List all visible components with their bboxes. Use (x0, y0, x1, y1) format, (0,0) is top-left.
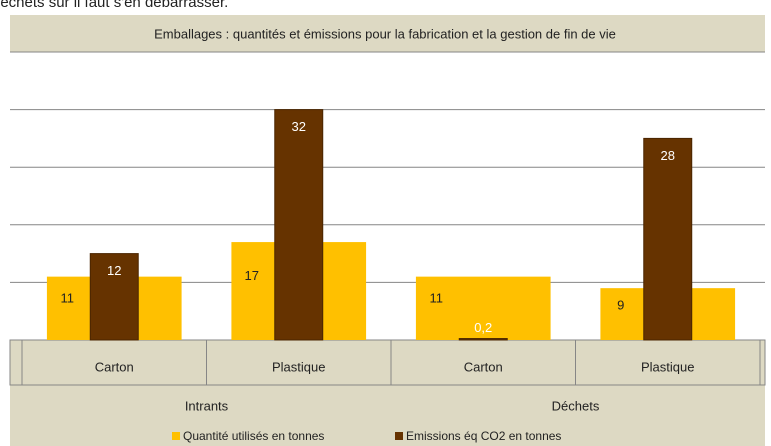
data-label: 11 (430, 290, 444, 305)
legend-label: Emissions éq CO2 en tonnes (406, 429, 561, 443)
x-tick-label: Carton (464, 359, 503, 374)
data-label: 11 (61, 290, 75, 305)
group-label: Intrants (185, 398, 229, 413)
bar (643, 137, 693, 341)
header-text: déchets sur il faut s'en débarrasser. (0, 0, 228, 11)
bar (274, 109, 324, 341)
data-label: 32 (292, 119, 306, 134)
legend-swatch (395, 432, 403, 440)
data-label: 12 (107, 263, 121, 278)
data-label: 17 (245, 268, 259, 283)
bar (89, 253, 139, 341)
x-tick-label: Plastique (272, 359, 325, 374)
data-label: 28 (661, 148, 675, 163)
legend-swatch (172, 432, 180, 440)
group-label: Déchets (552, 398, 600, 413)
category-row (9, 339, 766, 386)
x-tick-label: Carton (95, 359, 134, 374)
data-label: 9 (617, 298, 624, 313)
bar (458, 338, 508, 341)
bar (415, 276, 551, 340)
chart-title: Emballages : quantités et émissions pour… (154, 26, 616, 41)
legend-label: Quantité utilisés en tonnes (183, 429, 324, 443)
data-label: 0,2 (474, 320, 492, 335)
x-tick-label: Plastique (641, 359, 694, 374)
